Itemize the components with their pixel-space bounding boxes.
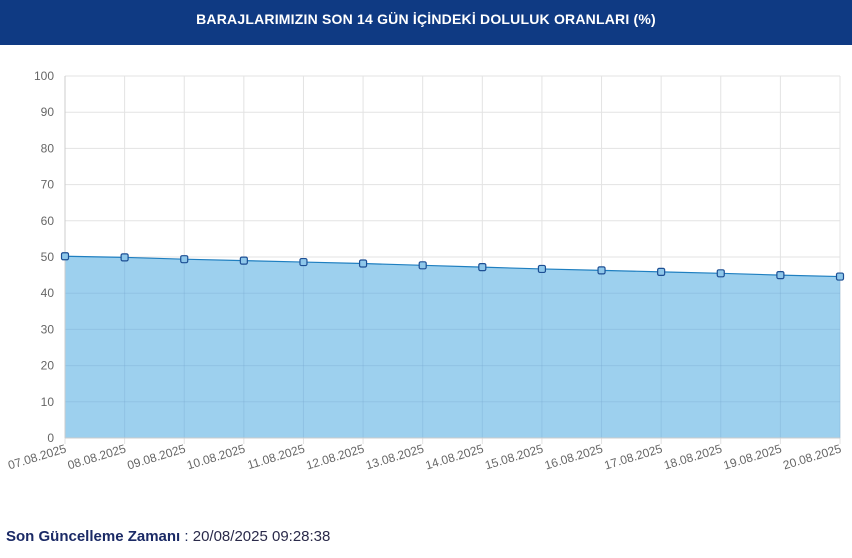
data-point [537, 264, 547, 274]
chart-title: BARAJLARIMIZIN SON 14 GÜN İÇİNDEKİ DOLUL… [196, 10, 656, 27]
y-tick-label: 40 [41, 286, 55, 300]
data-point [418, 261, 427, 270]
last-update-separator: : [180, 528, 193, 545]
last-update-label: Son Güncelleme Zamanı [6, 528, 181, 545]
data-point [776, 271, 785, 280]
x-tick-label: 10.08.2025 [185, 441, 247, 472]
y-tick-label: 0 [47, 431, 54, 445]
series-area [65, 256, 840, 438]
data-point [299, 257, 308, 267]
y-tick-label: 80 [41, 141, 55, 155]
data-point [239, 256, 248, 265]
data-point [835, 272, 845, 281]
x-tick-label: 11.08.2025 [246, 441, 307, 472]
x-tick-label: 17.08.2025 [602, 441, 664, 472]
x-tick-label: 13.08.2025 [364, 441, 426, 472]
x-tick-label: 19.08.2025 [722, 441, 784, 472]
data-point [597, 266, 606, 275]
y-tick-label: 50 [41, 250, 55, 264]
y-tick-label: 90 [41, 105, 55, 119]
data-point [657, 267, 666, 276]
y-tick-label: 100 [34, 69, 54, 83]
data-point [716, 269, 725, 278]
data-point [478, 263, 487, 272]
x-tick-label: 15.08.2025 [483, 441, 545, 472]
x-tick-label: 12.08.2025 [304, 441, 366, 472]
dam-fill-chart: 0 10 20 30 40 50 60 70 80 90 100 07.08.202508.08.20… [6, 69, 845, 472]
y-tick-label: 20 [41, 359, 55, 373]
x-tick-label: 14.08.2025 [424, 441, 486, 472]
last-update: Son Güncelleme Zamanı : 20/08/2025 09:28… [6, 528, 330, 545]
x-tick-label: 20.08.2025 [781, 441, 843, 472]
data-point [60, 252, 70, 261]
x-tick-label: 18.08.2025 [662, 441, 724, 472]
x-tick-label: 09.08.2025 [126, 441, 188, 472]
x-tick-label: 16.08.2025 [543, 441, 605, 472]
last-update-value: 20/08/2025 09:28:38 [192, 528, 331, 545]
data-point [358, 259, 368, 268]
y-tick-label: 30 [41, 322, 55, 336]
x-tick-label: 07.08.2025 [6, 441, 68, 472]
y-tick-label: 60 [41, 214, 55, 228]
y-tick-label: 10 [41, 395, 55, 409]
x-tick-label: 08.08.2025 [66, 441, 128, 472]
data-point [180, 255, 189, 264]
data-point [120, 253, 129, 262]
chart-area: 0 10 20 30 40 50 60 70 80 90 100 07.08.2025 08.08.20… [0, 45, 852, 515]
series-line [64, 255, 841, 278]
chart-header: BARAJLARIMIZIN SON 14 GÜN İÇİNDEKİ DOLUL… [0, 0, 852, 45]
y-tick-label: 70 [41, 178, 55, 192]
